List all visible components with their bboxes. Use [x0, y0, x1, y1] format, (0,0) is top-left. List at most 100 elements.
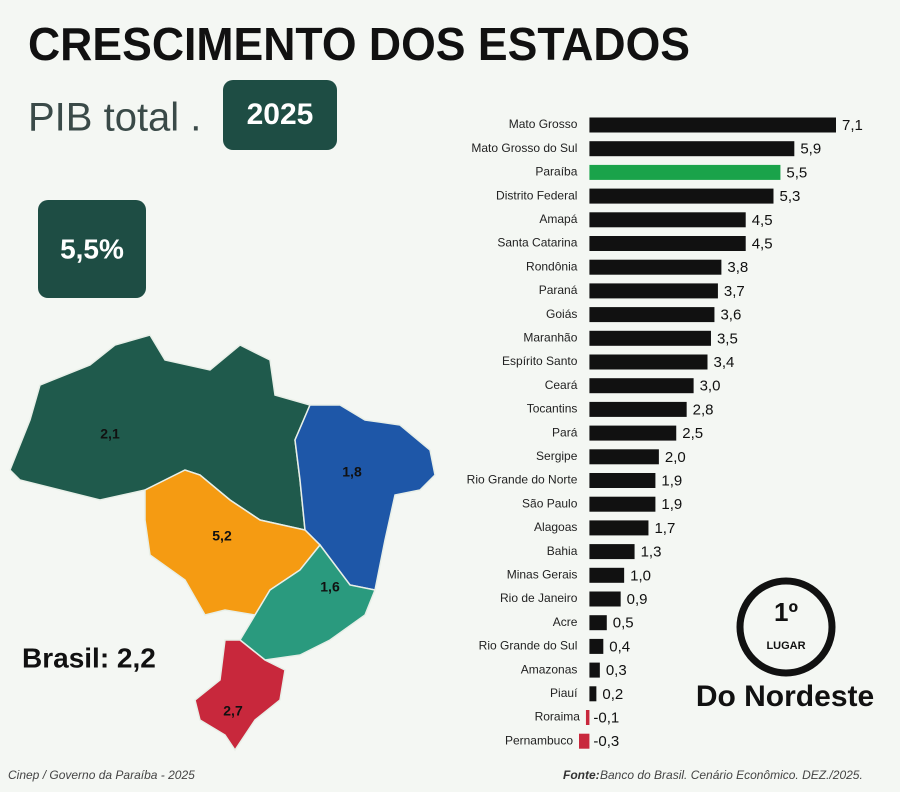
- bar: [589, 615, 607, 631]
- bar: [579, 733, 590, 749]
- highlight: 5,5%: [60, 233, 124, 264]
- bar: [589, 591, 621, 607]
- subtitle: PIB total .: [28, 96, 201, 140]
- category-label: Pernambuco: [505, 733, 573, 747]
- value-label: 7,1: [842, 117, 863, 134]
- category-label: Espírito Santo: [502, 354, 578, 368]
- category-label: Amazonas: [521, 662, 578, 676]
- badge-region: Do Nordeste: [696, 680, 874, 713]
- value-label: 3,7: [724, 283, 745, 300]
- value-label: 2,5: [682, 425, 703, 442]
- map-region: [194, 639, 286, 752]
- bar: [589, 378, 694, 394]
- badge-rank-word: LUGAR: [766, 640, 805, 652]
- value-label: 5,5: [786, 164, 807, 181]
- value-label: 3,6: [720, 307, 741, 324]
- bar: [589, 449, 659, 465]
- category-label: Ceará: [545, 378, 578, 392]
- category-label: Amapá: [539, 212, 577, 226]
- bar: [589, 567, 625, 583]
- year: 2025: [247, 98, 314, 131]
- year-box: [223, 80, 337, 150]
- value-label: 0,2: [602, 686, 623, 703]
- bar: [589, 496, 656, 512]
- value-label: 0,9: [627, 591, 648, 608]
- national-growth: Brasil: 2,2: [22, 642, 156, 673]
- value-label: 4,5: [752, 235, 773, 252]
- category-label: Alagoas: [534, 520, 577, 534]
- bar: [589, 638, 604, 654]
- category-label: Pará: [552, 425, 578, 439]
- category-label: Goiás: [546, 307, 577, 321]
- bar: [589, 141, 795, 157]
- bar: [589, 259, 722, 275]
- category-label: Piauí: [550, 686, 578, 700]
- category-label: Rio Grande do Sul: [479, 639, 578, 653]
- bar: [589, 473, 656, 488]
- value-label: 2,8: [693, 401, 714, 418]
- footer-source-label: Fonte:: [563, 768, 600, 782]
- value-label: 1,9: [661, 496, 682, 513]
- category-label: Mato Grosso do Sul: [471, 141, 577, 155]
- map-region-label: 1,6: [320, 579, 340, 595]
- category-label: Paraná: [539, 283, 578, 297]
- bar: [589, 236, 746, 251]
- badge-ring: [736, 577, 836, 677]
- bar: [589, 212, 746, 228]
- value-label: 3,8: [727, 259, 748, 276]
- bar: [589, 307, 715, 323]
- bar-chart: Mato Grosso 7,1 Mato Grosso do Sul 5,9 Paraí…: [467, 117, 863, 750]
- value-label: 5,3: [779, 188, 800, 205]
- map-region: [294, 404, 436, 591]
- value-label: -0,3: [593, 733, 619, 750]
- value-label: -0,1: [593, 709, 619, 726]
- map-region-label: 1,8: [342, 464, 362, 480]
- category-label: Maranhão: [523, 330, 577, 344]
- bar: [589, 686, 597, 702]
- bar: [589, 164, 781, 180]
- bar: [589, 117, 836, 133]
- category-label: Rondônia: [526, 259, 578, 273]
- map-region-label: 2,7: [223, 703, 243, 719]
- bar: [585, 710, 590, 725]
- value-label: 1,9: [661, 472, 682, 489]
- category-label: Rio de Janeiro: [500, 591, 578, 605]
- value-label: 2,0: [665, 449, 686, 466]
- value-label: 0,4: [609, 638, 630, 655]
- value-label: 3,5: [717, 330, 738, 347]
- map: 2,1 1,8 5,2 1,6 2,7: [9, 334, 436, 752]
- value-label: 0,5: [613, 615, 634, 632]
- title: CRESCIMENTO DOS ESTADOS: [28, 18, 690, 70]
- category-label: Roraima: [535, 710, 581, 724]
- map-region-label: 5,2: [212, 528, 232, 544]
- value-label: 1,0: [630, 567, 651, 584]
- category-label: Tocantins: [527, 402, 578, 416]
- value-label: 3,4: [714, 354, 735, 371]
- footer-credit: Cinep / Governo da Paraíba - 2025: [8, 768, 195, 782]
- highlight-box: [38, 200, 146, 298]
- value-label: 1,3: [641, 544, 662, 561]
- category-label: Acre: [553, 615, 578, 629]
- category-label: Minas Gerais: [507, 567, 578, 581]
- value-label: 3,0: [700, 378, 721, 395]
- value-label: 4,5: [752, 212, 773, 229]
- bar: [589, 330, 711, 346]
- bar: [589, 401, 687, 417]
- map-region-label: 2,1: [100, 426, 120, 442]
- bar: [589, 662, 600, 678]
- value-label: 1,7: [654, 520, 675, 537]
- value-label: 5,9: [800, 141, 821, 158]
- category-label: Rio Grande do Norte: [467, 473, 578, 487]
- bar: [589, 520, 649, 536]
- bar: [589, 283, 718, 299]
- category-label: Sergipe: [536, 449, 578, 463]
- category-label: Santa Catarina: [497, 236, 577, 250]
- value-label: 0,3: [606, 662, 627, 679]
- category-label: Bahia: [547, 544, 578, 558]
- category-label: Paraíba: [535, 165, 577, 179]
- category-label: São Paulo: [522, 496, 578, 510]
- category-label: Distrito Federal: [496, 188, 577, 202]
- category-label: Mato Grosso: [509, 117, 578, 131]
- badge-rank: 1º: [774, 597, 798, 627]
